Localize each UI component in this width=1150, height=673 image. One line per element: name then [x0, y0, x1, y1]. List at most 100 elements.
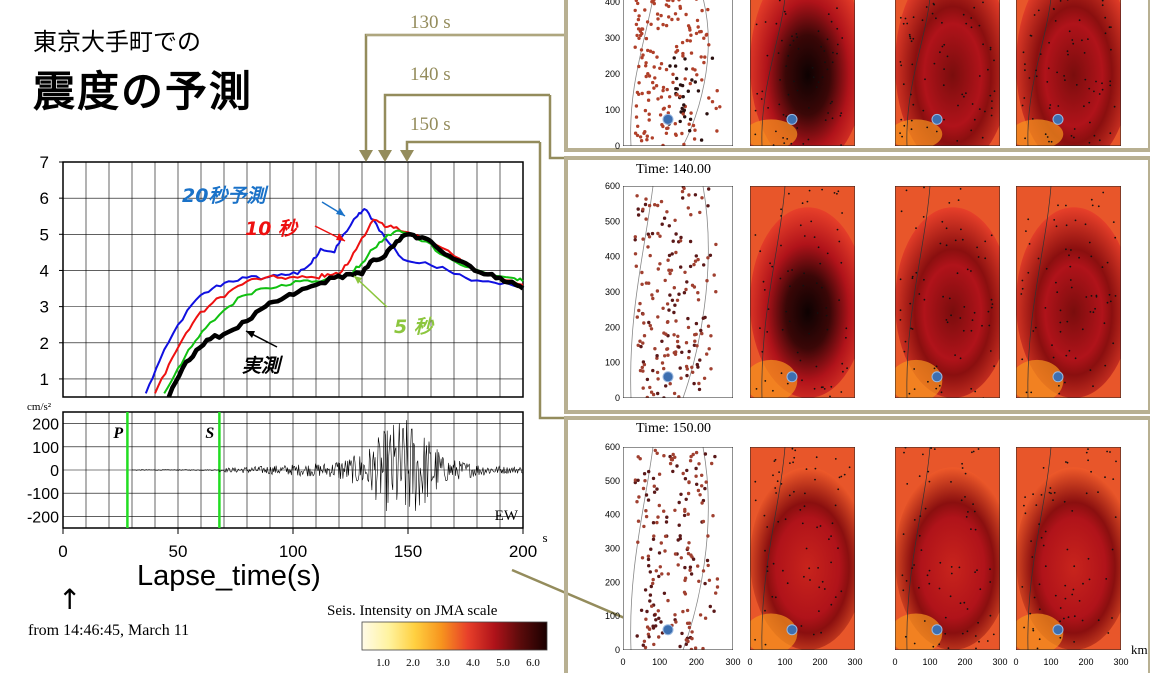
station-dot: [841, 37, 844, 39]
station-dot: [763, 289, 766, 291]
station-dot: [685, 373, 689, 378]
station-dot: [693, 339, 697, 343]
station-dot: [633, 238, 637, 242]
station-dot: [899, 319, 902, 321]
station-dot: [984, 257, 987, 260]
station-dot: [1024, 69, 1026, 72]
station-dot: [902, 22, 905, 25]
station-dot: [802, 284, 805, 287]
station-dot: [826, 38, 829, 41]
station-dot: [817, 246, 820, 249]
station-dot: [771, 595, 774, 598]
station-dot: [638, 33, 643, 38]
station-dot: [666, 353, 670, 357]
station-dot: [686, 639, 690, 644]
station-dot: [817, 30, 820, 33]
station-dot: [646, 245, 650, 249]
station-dot: [644, 36, 649, 41]
station-dot: [818, 610, 820, 612]
station-dot: [1042, 467, 1045, 469]
station-dot: [671, 80, 675, 85]
station-dot: [706, 534, 710, 538]
station-dot: [661, 306, 665, 310]
waveform-channel-label: EW: [495, 508, 519, 524]
station-dot: [707, 96, 711, 100]
map-xtick-label: 200: [1078, 657, 1093, 667]
station-dot: [784, 13, 787, 15]
station-dot: [663, 534, 668, 538]
station-dot: [714, 591, 718, 595]
lapse-xtick-label: 0: [58, 542, 67, 561]
station-dot: [949, 595, 952, 598]
waveform-ytick-label: -100: [27, 486, 59, 503]
station-dot: [642, 321, 646, 325]
map-panel-row-3: [564, 416, 1150, 673]
coastline: [1027, 0, 1052, 146]
station-dot: [821, 580, 824, 583]
station-dot: [760, 98, 763, 100]
station-dot: [665, 0, 670, 2]
station-dot: [950, 314, 952, 317]
station-dot: [1042, 544, 1045, 547]
panel-time-140: Time: 140.00: [636, 162, 711, 177]
colorbar-title: Seis. Intensity on JMA scale: [327, 603, 498, 619]
station-dot: [650, 231, 655, 236]
station-dot: [840, 590, 843, 593]
station-dot: [815, 456, 818, 459]
map-ytick-label: 400: [605, 510, 620, 520]
station-dot: [696, 365, 700, 369]
station-dot: [646, 557, 651, 562]
station-dot: [775, 492, 777, 494]
station-dot: [691, 123, 696, 128]
station-dot: [693, 68, 697, 72]
station-dot: [812, 633, 815, 636]
map-ytick-label: 100: [605, 611, 620, 621]
station-dot: [826, 68, 829, 71]
station-dot: [764, 380, 767, 382]
station-dot: [899, 61, 902, 63]
station-dot: [1056, 71, 1058, 74]
station-dot: [1035, 75, 1038, 78]
station-dot: [1101, 266, 1104, 268]
station-dot: [1044, 530, 1047, 533]
station-dot: [841, 212, 843, 214]
station-dot: [1090, 295, 1093, 297]
station-dot: [658, 565, 662, 569]
station-dot: [641, 486, 646, 491]
station-dot: [1087, 459, 1089, 462]
map-ytick-label: 400: [605, 252, 620, 262]
intensity-ytick-label: 2: [40, 334, 49, 353]
station-dot: [1064, 597, 1067, 600]
coastline: [906, 0, 931, 146]
station-dot: [764, 549, 766, 552]
station-dot: [635, 634, 639, 638]
station-dot: [643, 588, 648, 592]
station-dot: [662, 591, 667, 595]
station-dot: [990, 234, 993, 237]
station-dot: [646, 98, 651, 102]
station-dot: [1088, 241, 1091, 244]
station-dot: [904, 17, 907, 20]
station-dot: [1102, 191, 1105, 194]
frame-arrowhead-150: [400, 150, 414, 162]
station-dot: [707, 187, 711, 191]
station-dot: [1098, 93, 1101, 95]
station-dot: [665, 320, 670, 324]
station-dot: [783, 10, 786, 13]
station-dot: [834, 458, 837, 460]
station-dot: [691, 557, 696, 561]
station-dot: [981, 136, 984, 139]
station-dot: [695, 18, 700, 23]
station-dot: [651, 577, 655, 582]
frame-label-150: 150 s: [410, 114, 451, 135]
station-dot: [1020, 293, 1023, 295]
station-dot: [641, 312, 645, 316]
station-dot: [781, 39, 783, 42]
station-dot: [673, 64, 678, 68]
station-dot: [814, 478, 816, 481]
station-dot: [899, 132, 901, 135]
lapse-time-label: Lapse_time(s): [137, 560, 321, 592]
station-dot: [913, 388, 916, 390]
station-dot: [919, 515, 922, 517]
station-dot: [675, 76, 679, 81]
